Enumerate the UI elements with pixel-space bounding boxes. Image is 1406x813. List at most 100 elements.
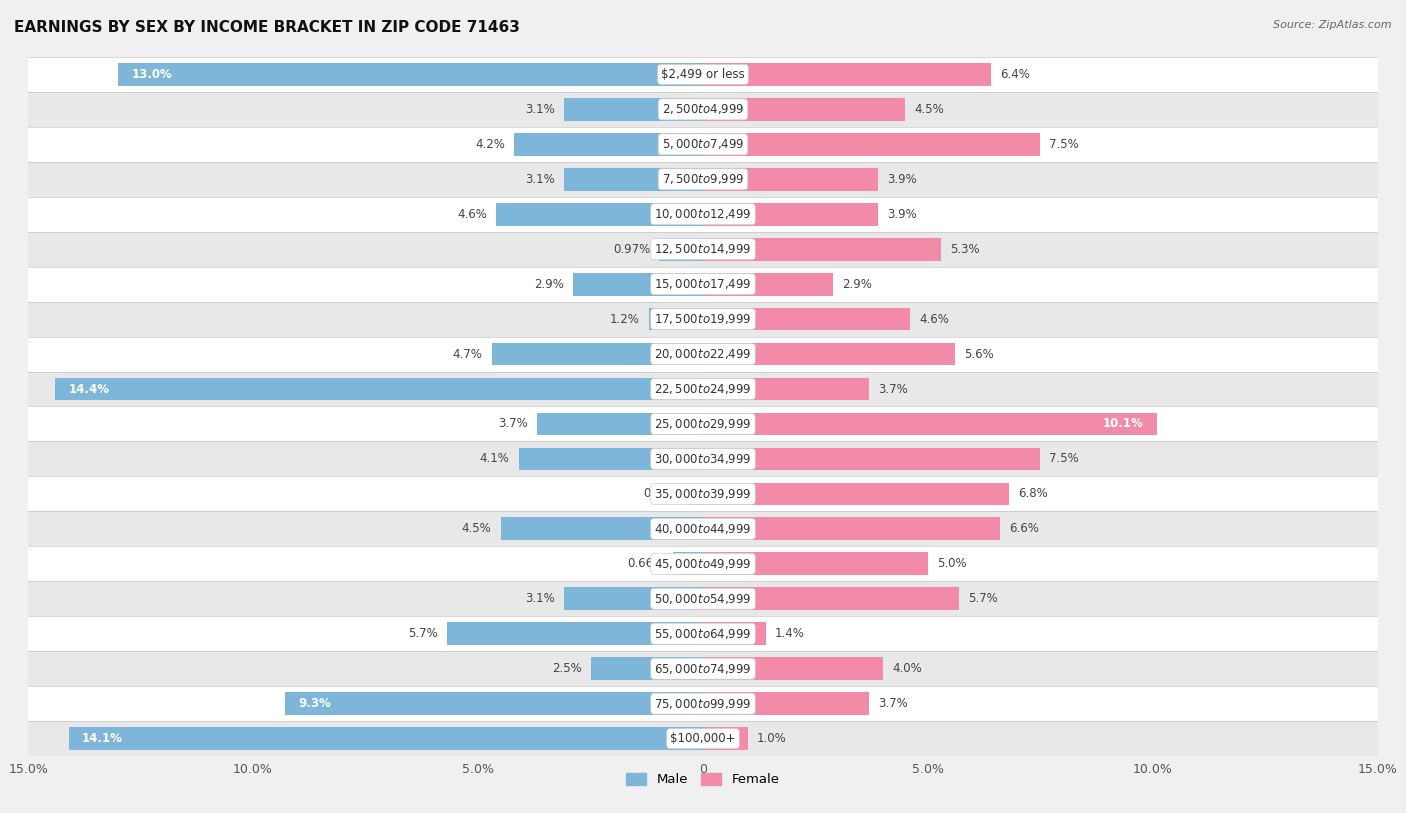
Text: $55,000 to $64,999: $55,000 to $64,999 — [654, 627, 752, 641]
Bar — [284, 693, 703, 715]
Bar — [28, 232, 1378, 267]
Bar — [28, 302, 1378, 337]
Bar — [28, 337, 1378, 372]
Text: 0.97%: 0.97% — [613, 243, 651, 255]
Text: $7,500 to $9,999: $7,500 to $9,999 — [662, 172, 744, 186]
Text: 3.9%: 3.9% — [887, 208, 917, 220]
Text: $5,000 to $7,499: $5,000 to $7,499 — [662, 137, 744, 151]
Text: 14.4%: 14.4% — [69, 383, 110, 395]
Bar — [118, 63, 703, 85]
Bar — [703, 623, 766, 645]
Bar — [492, 343, 703, 365]
Bar — [564, 588, 703, 610]
Text: 3.7%: 3.7% — [879, 698, 908, 710]
Text: 4.5%: 4.5% — [461, 523, 492, 535]
Text: $22,500 to $24,999: $22,500 to $24,999 — [654, 382, 752, 396]
Bar — [673, 553, 703, 575]
Bar — [689, 483, 703, 505]
Bar — [28, 406, 1378, 441]
Text: 5.6%: 5.6% — [965, 348, 994, 360]
Bar — [703, 63, 991, 85]
Bar — [28, 57, 1378, 92]
Text: 13.0%: 13.0% — [132, 68, 173, 80]
Bar — [28, 686, 1378, 721]
Text: $17,500 to $19,999: $17,500 to $19,999 — [654, 312, 752, 326]
Bar — [28, 441, 1378, 476]
Bar — [28, 162, 1378, 197]
Bar — [28, 581, 1378, 616]
Text: 0.31%: 0.31% — [643, 488, 681, 500]
Bar — [515, 133, 703, 155]
Text: 2.9%: 2.9% — [534, 278, 564, 290]
Text: 4.0%: 4.0% — [891, 663, 922, 675]
Bar — [703, 483, 1010, 505]
Text: $50,000 to $54,999: $50,000 to $54,999 — [654, 592, 752, 606]
Text: $2,500 to $4,999: $2,500 to $4,999 — [662, 102, 744, 116]
Text: $20,000 to $22,499: $20,000 to $22,499 — [654, 347, 752, 361]
Text: $10,000 to $12,499: $10,000 to $12,499 — [654, 207, 752, 221]
Bar — [703, 343, 955, 365]
Bar — [703, 168, 879, 190]
Bar — [564, 98, 703, 120]
Bar — [519, 448, 703, 470]
Text: 2.9%: 2.9% — [842, 278, 872, 290]
Text: 5.7%: 5.7% — [969, 593, 998, 605]
Text: 6.6%: 6.6% — [1010, 523, 1039, 535]
Bar — [659, 238, 703, 260]
Text: 4.7%: 4.7% — [453, 348, 482, 360]
Text: 7.5%: 7.5% — [1049, 453, 1080, 465]
Text: 1.2%: 1.2% — [610, 313, 640, 325]
Text: $30,000 to $34,999: $30,000 to $34,999 — [654, 452, 752, 466]
Legend: Male, Female: Male, Female — [621, 767, 785, 791]
Text: 3.1%: 3.1% — [524, 593, 554, 605]
Text: 3.7%: 3.7% — [879, 383, 908, 395]
Bar — [703, 378, 869, 400]
Bar — [591, 658, 703, 680]
Text: 4.1%: 4.1% — [479, 453, 509, 465]
Text: 2.5%: 2.5% — [551, 663, 582, 675]
Text: 9.3%: 9.3% — [298, 698, 330, 710]
Bar — [703, 518, 1000, 540]
Bar — [496, 203, 703, 225]
Text: 5.0%: 5.0% — [936, 558, 966, 570]
Text: 7.5%: 7.5% — [1049, 138, 1080, 150]
Text: 4.2%: 4.2% — [475, 138, 505, 150]
Text: 4.5%: 4.5% — [914, 103, 945, 115]
Bar — [55, 378, 703, 400]
Text: 4.6%: 4.6% — [920, 313, 949, 325]
Text: 6.4%: 6.4% — [1000, 68, 1029, 80]
Bar — [501, 518, 703, 540]
Bar — [28, 267, 1378, 302]
Text: $100,000+: $100,000+ — [671, 733, 735, 745]
Text: EARNINGS BY SEX BY INCOME BRACKET IN ZIP CODE 71463: EARNINGS BY SEX BY INCOME BRACKET IN ZIP… — [14, 20, 520, 35]
Text: 1.0%: 1.0% — [756, 733, 787, 745]
Text: $2,499 or less: $2,499 or less — [661, 68, 745, 80]
Bar — [703, 238, 942, 260]
Text: 3.1%: 3.1% — [524, 173, 554, 185]
Bar — [447, 623, 703, 645]
Bar — [703, 308, 910, 330]
Bar — [703, 588, 959, 610]
Bar — [28, 511, 1378, 546]
Text: 3.7%: 3.7% — [498, 418, 527, 430]
Bar — [537, 413, 703, 435]
Text: 3.1%: 3.1% — [524, 103, 554, 115]
Bar — [564, 168, 703, 190]
Bar — [703, 448, 1040, 470]
Bar — [28, 476, 1378, 511]
Bar — [28, 127, 1378, 162]
Text: 0.66%: 0.66% — [627, 558, 664, 570]
Text: $15,000 to $17,499: $15,000 to $17,499 — [654, 277, 752, 291]
Bar — [703, 203, 879, 225]
Text: 6.8%: 6.8% — [1018, 488, 1047, 500]
Text: $75,000 to $99,999: $75,000 to $99,999 — [654, 697, 752, 711]
Text: $40,000 to $44,999: $40,000 to $44,999 — [654, 522, 752, 536]
Bar — [28, 546, 1378, 581]
Bar — [703, 553, 928, 575]
Text: 5.7%: 5.7% — [408, 628, 437, 640]
Text: $35,000 to $39,999: $35,000 to $39,999 — [654, 487, 752, 501]
Bar — [703, 693, 869, 715]
Text: Source: ZipAtlas.com: Source: ZipAtlas.com — [1274, 20, 1392, 30]
Bar — [703, 413, 1157, 435]
Bar — [28, 721, 1378, 756]
